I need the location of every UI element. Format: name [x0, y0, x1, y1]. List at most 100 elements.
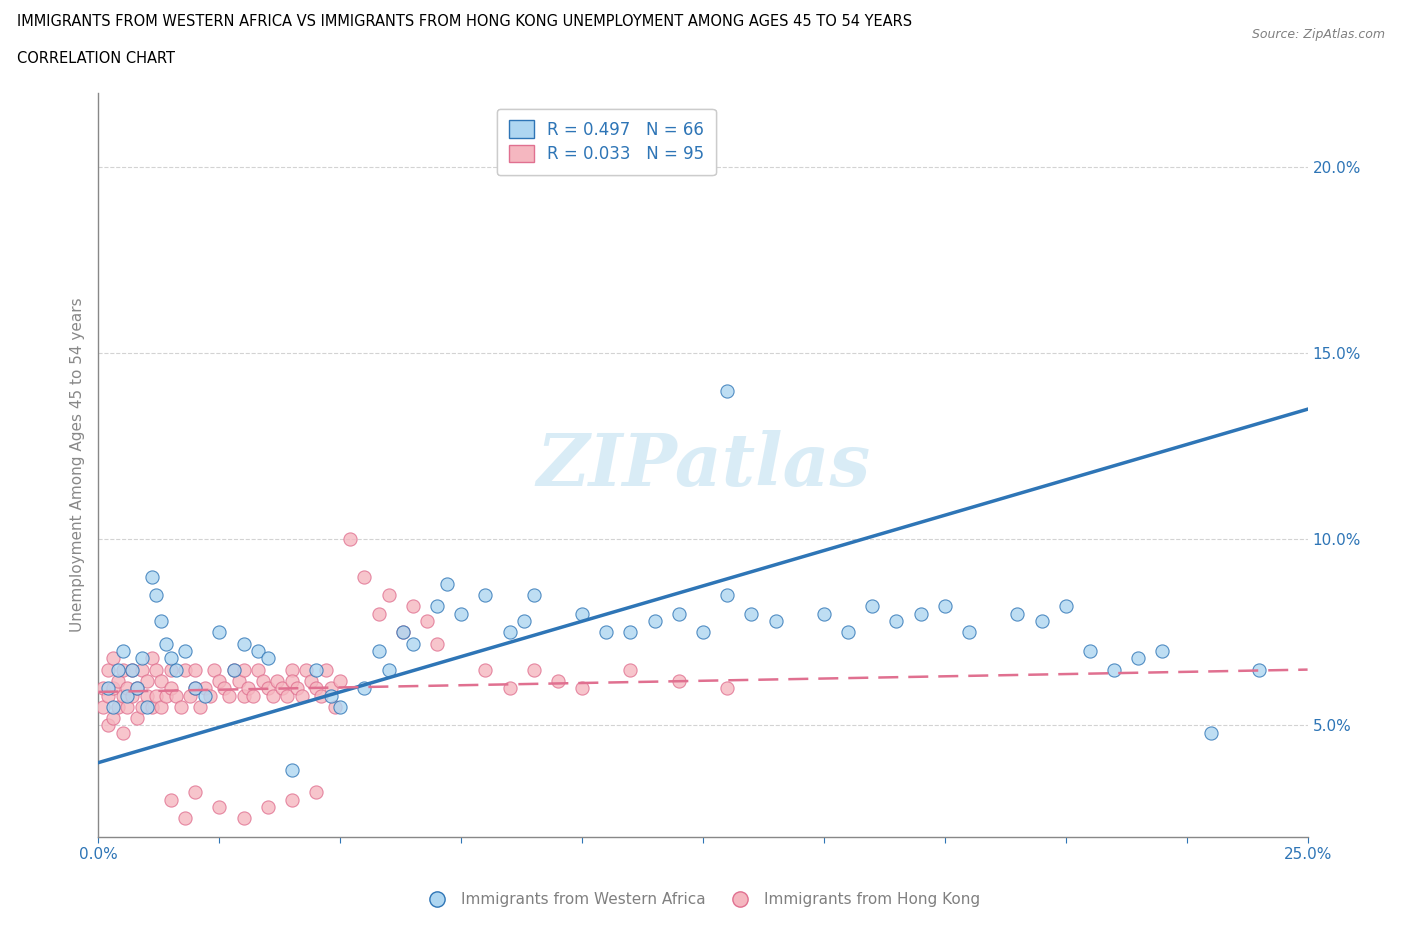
Point	[934, 599, 956, 614]
Point	[513, 614, 536, 629]
Point	[232, 811, 254, 826]
Point	[692, 625, 714, 640]
Point	[716, 681, 738, 696]
Point	[127, 681, 149, 696]
Point	[957, 625, 980, 640]
Point	[101, 711, 124, 725]
Point	[184, 681, 207, 696]
Point	[165, 688, 187, 703]
Point	[131, 651, 153, 666]
Point	[222, 662, 245, 677]
Point	[141, 699, 163, 714]
Point	[222, 662, 245, 677]
Point	[644, 614, 666, 629]
Point	[305, 785, 328, 800]
Point	[1102, 662, 1125, 677]
Point	[309, 688, 332, 703]
Point	[117, 681, 139, 696]
Point	[117, 688, 139, 703]
Point	[498, 625, 520, 640]
Point	[325, 699, 347, 714]
Point	[121, 688, 143, 703]
Point	[208, 800, 231, 815]
Point	[212, 681, 235, 696]
Point	[145, 588, 167, 603]
Point	[523, 662, 546, 677]
Point	[498, 681, 520, 696]
Point	[668, 606, 690, 621]
Text: CORRELATION CHART: CORRELATION CHART	[17, 51, 174, 66]
Point	[252, 673, 274, 688]
Point	[619, 625, 641, 640]
Point	[368, 644, 391, 658]
Point	[1249, 662, 1271, 677]
Point	[97, 681, 120, 696]
Point	[232, 636, 254, 651]
Point	[135, 699, 157, 714]
Point	[218, 688, 240, 703]
Point	[97, 662, 120, 677]
Legend: R = 0.497   N = 66, R = 0.033   N = 95: R = 0.497 N = 66, R = 0.033 N = 95	[496, 109, 716, 175]
Point	[184, 785, 207, 800]
Point	[1031, 614, 1053, 629]
Point	[174, 662, 197, 677]
Text: ZIPatlas: ZIPatlas	[536, 430, 870, 500]
Point	[228, 673, 250, 688]
Point	[276, 688, 298, 703]
Point	[247, 662, 270, 677]
Point	[281, 763, 304, 777]
Point	[101, 681, 124, 696]
Point	[131, 699, 153, 714]
Point	[150, 699, 173, 714]
Point	[91, 681, 114, 696]
Point	[194, 681, 217, 696]
Point	[135, 673, 157, 688]
Point	[160, 792, 183, 807]
Point	[281, 792, 304, 807]
Point	[107, 673, 129, 688]
Y-axis label: Unemployment Among Ages 45 to 54 years: Unemployment Among Ages 45 to 54 years	[69, 298, 84, 632]
Point	[377, 662, 399, 677]
Text: IMMIGRANTS FROM WESTERN AFRICA VS IMMIGRANTS FROM HONG KONG UNEMPLOYMENT AMONG A: IMMIGRANTS FROM WESTERN AFRICA VS IMMIGR…	[17, 14, 912, 29]
Point	[547, 673, 569, 688]
Point	[619, 662, 641, 677]
Point	[353, 681, 375, 696]
Point	[111, 725, 134, 740]
Point	[107, 699, 129, 714]
Point	[1199, 725, 1222, 740]
Point	[281, 673, 304, 688]
Point	[262, 688, 284, 703]
Point	[295, 662, 318, 677]
Point	[523, 160, 546, 175]
Point	[668, 673, 690, 688]
Point	[285, 681, 308, 696]
Point	[145, 688, 167, 703]
Point	[571, 681, 593, 696]
Point	[127, 681, 149, 696]
Point	[160, 681, 183, 696]
Point	[474, 588, 496, 603]
Text: Source: ZipAtlas.com: Source: ZipAtlas.com	[1251, 28, 1385, 41]
Point	[595, 625, 617, 640]
Point	[174, 811, 197, 826]
Point	[740, 606, 762, 621]
Legend: Immigrants from Western Africa, Immigrants from Hong Kong: Immigrants from Western Africa, Immigran…	[420, 886, 986, 913]
Point	[1128, 651, 1150, 666]
Point	[127, 711, 149, 725]
Point	[174, 644, 197, 658]
Point	[97, 688, 120, 703]
Point	[910, 606, 932, 621]
Point	[266, 673, 288, 688]
Point	[141, 569, 163, 584]
Point	[426, 636, 449, 651]
Point	[194, 688, 217, 703]
Point	[247, 644, 270, 658]
Point	[160, 662, 183, 677]
Point	[571, 606, 593, 621]
Point	[107, 662, 129, 677]
Point	[208, 625, 231, 640]
Point	[242, 688, 264, 703]
Point	[290, 688, 312, 703]
Point	[368, 606, 391, 621]
Point	[377, 588, 399, 603]
